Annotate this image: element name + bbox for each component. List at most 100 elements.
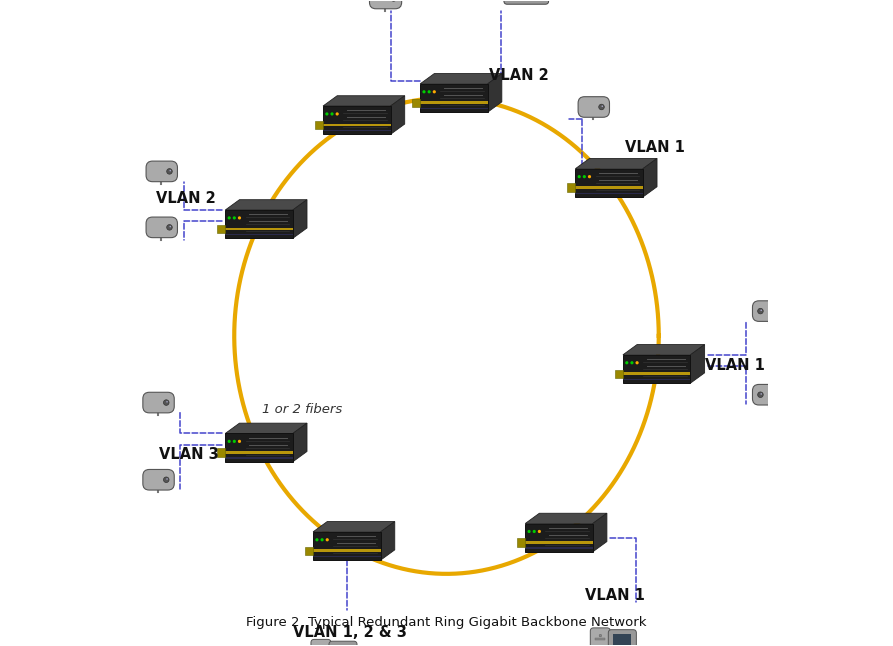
- Bar: [575, 186, 643, 189]
- Bar: [225, 457, 293, 459]
- Polygon shape: [323, 96, 405, 106]
- Circle shape: [233, 440, 236, 443]
- Polygon shape: [293, 200, 307, 238]
- Circle shape: [757, 392, 764, 397]
- Bar: [567, 183, 575, 192]
- Circle shape: [170, 226, 171, 227]
- Circle shape: [422, 90, 426, 94]
- Bar: [323, 130, 390, 132]
- FancyBboxPatch shape: [504, 0, 548, 5]
- Bar: [314, 121, 323, 129]
- Bar: [225, 234, 293, 235]
- Bar: [623, 372, 690, 375]
- Circle shape: [166, 401, 168, 402]
- Bar: [517, 538, 525, 547]
- Circle shape: [428, 90, 430, 94]
- Bar: [623, 379, 690, 380]
- Polygon shape: [525, 514, 607, 523]
- Bar: [614, 370, 623, 378]
- Polygon shape: [593, 514, 607, 552]
- Bar: [525, 547, 593, 549]
- FancyBboxPatch shape: [753, 384, 784, 405]
- Circle shape: [228, 216, 230, 220]
- Circle shape: [238, 440, 241, 443]
- Polygon shape: [488, 74, 502, 112]
- Text: VLAN 2: VLAN 2: [156, 191, 216, 206]
- Circle shape: [166, 478, 168, 480]
- Circle shape: [170, 170, 171, 171]
- Circle shape: [761, 393, 762, 395]
- Bar: [313, 556, 380, 557]
- Bar: [420, 108, 488, 109]
- Circle shape: [330, 112, 334, 116]
- Bar: [420, 84, 488, 112]
- Polygon shape: [420, 74, 502, 84]
- Text: Figure 2  Typical Redundant Ring Gigabit Backbone Network: Figure 2 Typical Redundant Ring Gigabit …: [246, 616, 647, 629]
- Circle shape: [761, 309, 762, 311]
- Circle shape: [315, 538, 319, 541]
- FancyBboxPatch shape: [608, 630, 637, 646]
- Circle shape: [588, 175, 591, 178]
- Circle shape: [598, 104, 605, 110]
- Polygon shape: [313, 521, 395, 532]
- FancyBboxPatch shape: [143, 392, 174, 413]
- FancyBboxPatch shape: [311, 640, 331, 646]
- Bar: [217, 225, 225, 233]
- Bar: [323, 106, 390, 134]
- Circle shape: [238, 216, 241, 220]
- Bar: [313, 532, 380, 560]
- Circle shape: [625, 361, 629, 364]
- Circle shape: [163, 400, 169, 405]
- FancyBboxPatch shape: [753, 301, 784, 322]
- Polygon shape: [225, 423, 307, 433]
- Circle shape: [583, 175, 586, 178]
- Text: VLAN 2: VLAN 2: [489, 68, 549, 83]
- Text: VLAN 1: VLAN 1: [625, 140, 685, 155]
- Text: 1 or 2 fibers: 1 or 2 fibers: [262, 403, 342, 416]
- FancyBboxPatch shape: [143, 470, 174, 490]
- FancyBboxPatch shape: [146, 161, 178, 182]
- Text: VLAN 1: VLAN 1: [705, 359, 764, 373]
- Circle shape: [636, 361, 638, 364]
- Circle shape: [326, 538, 329, 541]
- Circle shape: [433, 90, 436, 94]
- Bar: [217, 448, 225, 457]
- Text: VLAN 1, 2 & 3: VLAN 1, 2 & 3: [293, 625, 407, 640]
- FancyBboxPatch shape: [370, 0, 402, 9]
- Circle shape: [325, 112, 329, 116]
- Text: VLAN 3: VLAN 3: [159, 446, 219, 461]
- FancyBboxPatch shape: [146, 217, 178, 238]
- Circle shape: [163, 477, 169, 483]
- Circle shape: [630, 361, 633, 364]
- Bar: [225, 451, 293, 454]
- Bar: [575, 169, 643, 197]
- Polygon shape: [390, 96, 405, 134]
- Bar: [225, 210, 293, 238]
- Bar: [525, 541, 593, 544]
- Circle shape: [602, 105, 603, 107]
- Circle shape: [336, 112, 338, 116]
- Polygon shape: [575, 158, 657, 169]
- Bar: [613, 634, 631, 646]
- Bar: [525, 523, 593, 552]
- Circle shape: [167, 225, 172, 230]
- Polygon shape: [623, 344, 705, 355]
- FancyBboxPatch shape: [578, 97, 610, 118]
- Circle shape: [228, 440, 230, 443]
- Circle shape: [757, 308, 764, 314]
- Polygon shape: [225, 200, 307, 210]
- Circle shape: [528, 530, 530, 533]
- Bar: [575, 193, 643, 194]
- Bar: [225, 227, 293, 231]
- Polygon shape: [690, 344, 705, 383]
- Polygon shape: [293, 423, 307, 462]
- Circle shape: [578, 175, 580, 178]
- Circle shape: [167, 169, 172, 174]
- Bar: [313, 549, 380, 552]
- FancyBboxPatch shape: [329, 641, 357, 646]
- Bar: [596, 638, 605, 640]
- Circle shape: [538, 530, 541, 533]
- Circle shape: [391, 0, 396, 1]
- Text: VLAN 1: VLAN 1: [585, 588, 645, 603]
- FancyBboxPatch shape: [590, 628, 610, 646]
